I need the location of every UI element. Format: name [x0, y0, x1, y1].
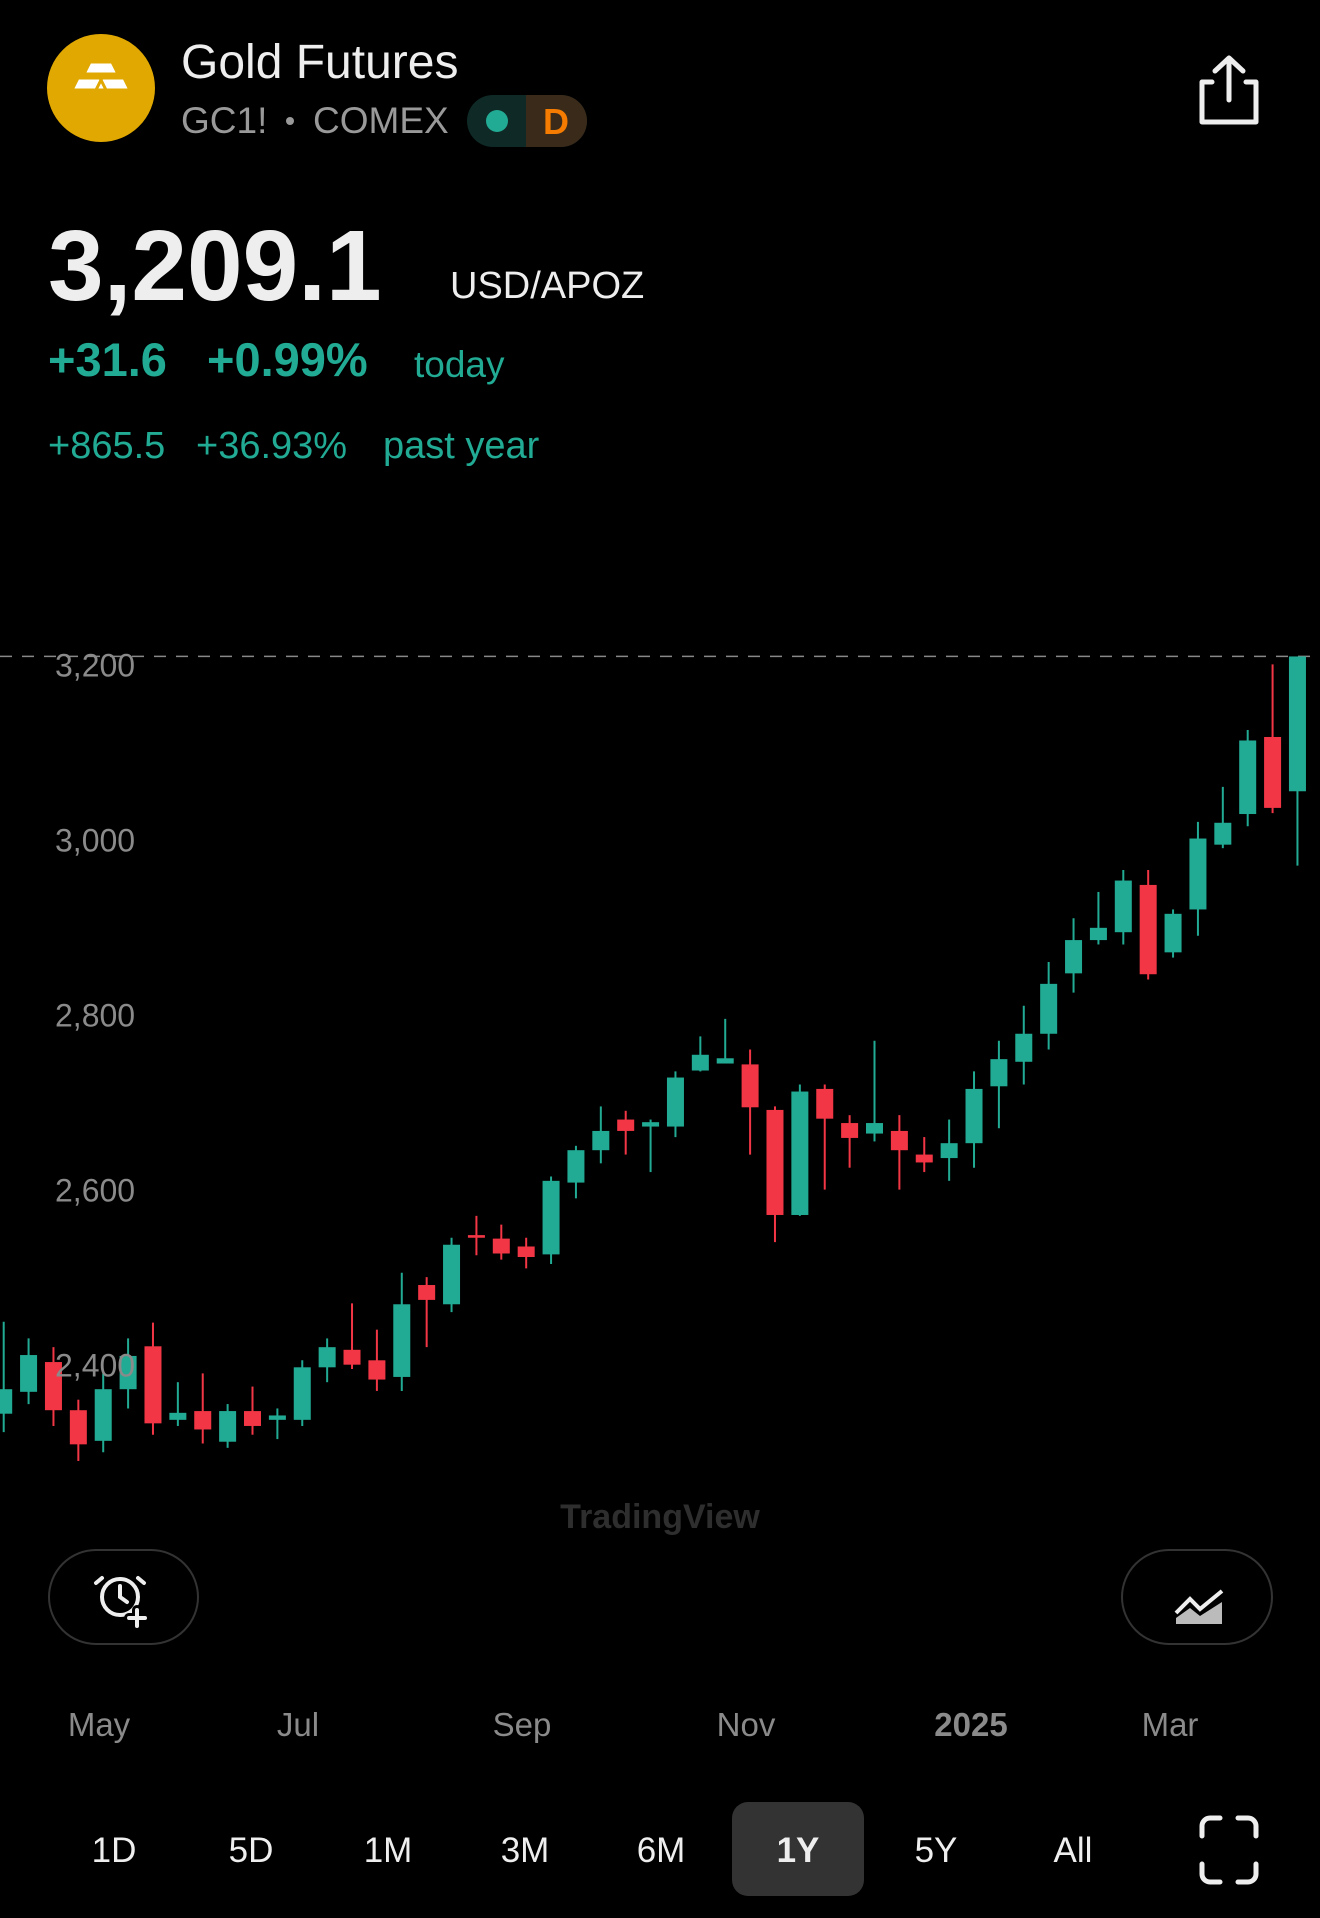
candle-body [1264, 736, 1282, 808]
candle-body [144, 1346, 162, 1424]
candle-body [418, 1285, 436, 1300]
y-tick-label: 3,000 [55, 822, 135, 858]
year-label: past year [383, 425, 540, 467]
range-tab[interactable]: 1D [92, 1831, 137, 1870]
candle-body [642, 1122, 660, 1127]
candle-body [467, 1235, 485, 1238]
delay-badge: D [543, 101, 569, 142]
chart: TradingView 2,400 2,600 2,800 3,000 3,200 May J… [0, 647, 1320, 1743]
fullscreen-button[interactable] [1199, 1815, 1259, 1885]
candle-body [791, 1091, 809, 1215]
title: Gold Futures [181, 36, 458, 89]
candle-body [492, 1238, 510, 1254]
candle-body [69, 1410, 87, 1445]
range-tabs: 1D 5D 1M 3M 6M 1Y 5Y All [92, 1802, 1093, 1896]
candle-body [890, 1130, 908, 1151]
candle-body [293, 1367, 311, 1420]
candle-body [1189, 838, 1207, 910]
separator-dot [286, 117, 294, 125]
candle-body [219, 1411, 237, 1442]
candle-body [517, 1246, 535, 1258]
status-badge [467, 95, 587, 147]
candle-body [592, 1130, 610, 1151]
candle-body [44, 1362, 62, 1411]
range-tab[interactable]: 3M [501, 1831, 550, 1870]
candle-body [990, 1059, 1008, 1087]
change-year-pct: +36.93% [196, 425, 347, 467]
candle-body [617, 1119, 635, 1131]
indicators-button[interactable] [1121, 1549, 1273, 1645]
candle-body [244, 1411, 261, 1426]
candle-body [1239, 740, 1257, 815]
range-tab[interactable]: 5Y [915, 1831, 958, 1870]
candle-body [343, 1349, 361, 1365]
candle-body [866, 1123, 883, 1134]
candle-body [1065, 940, 1083, 974]
x-tick-label: Mar [1142, 1706, 1199, 1743]
y-tick-label: 2,400 [55, 1348, 135, 1384]
range-tab[interactable]: 6M [637, 1831, 686, 1870]
candle-body [1040, 983, 1058, 1034]
symbol: GC1! [181, 100, 267, 141]
candle-body [20, 1355, 38, 1392]
candle-body [119, 1355, 137, 1390]
candle-body [716, 1058, 734, 1064]
x-tick-label: Jul [277, 1706, 319, 1743]
candle-body [1288, 656, 1306, 792]
candle-body [965, 1088, 983, 1144]
candle-body [841, 1123, 859, 1138]
range-tab[interactable]: All [1054, 1831, 1093, 1870]
candle-body [1164, 913, 1182, 953]
gold-icon [47, 34, 155, 142]
x-tick-label: May [68, 1706, 131, 1743]
candle-body [1114, 880, 1132, 933]
range-tab[interactable]: 1M [364, 1831, 413, 1870]
candle-body [542, 1180, 560, 1255]
candle-body [940, 1143, 958, 1159]
candle-body [194, 1411, 212, 1430]
range-tab[interactable]: 5D [229, 1831, 274, 1870]
candle-body [741, 1064, 759, 1108]
candle-body [691, 1054, 709, 1071]
candle-body [318, 1347, 336, 1368]
candle-body [915, 1154, 933, 1163]
y-tick-label: 2,600 [55, 1173, 135, 1209]
alert-button[interactable] [48, 1549, 199, 1645]
exchange: COMEX [313, 100, 449, 141]
x-tick-label: 2025 [934, 1706, 1007, 1743]
selected-tab-bg [732, 1802, 864, 1896]
candle-body [94, 1389, 112, 1441]
candle-body [368, 1360, 386, 1380]
x-tick-label: Nov [717, 1706, 776, 1743]
candle-body [1214, 822, 1232, 845]
share-button[interactable] [1199, 55, 1259, 125]
candle-body [0, 1389, 13, 1414]
candle-body [1089, 927, 1107, 941]
candle-body [567, 1150, 585, 1183]
candle-body [766, 1109, 784, 1215]
y-tick-label: 3,200 [55, 647, 135, 683]
y-tick-label: 2,800 [55, 998, 135, 1034]
change-today: +31.6 [48, 333, 167, 386]
price-unit: USD/APOZ [450, 265, 644, 307]
change-today-pct: +0.99% [207, 333, 368, 386]
watermark: TradingView [560, 1498, 760, 1536]
range-tab[interactable]: 1Y [777, 1831, 820, 1870]
candle-body [1015, 1033, 1033, 1062]
candle-body [666, 1077, 684, 1127]
x-tick-label: Sep [493, 1706, 552, 1743]
price: 3,209.1 [48, 210, 382, 322]
candle-body [268, 1415, 286, 1420]
today-label: today [414, 344, 505, 385]
candle-body [393, 1304, 411, 1377]
candle-body [816, 1088, 834, 1119]
candle-body [443, 1244, 461, 1305]
change-year: +865.5 [48, 425, 165, 467]
candle-body [1139, 884, 1157, 975]
candle-body [169, 1412, 187, 1420]
